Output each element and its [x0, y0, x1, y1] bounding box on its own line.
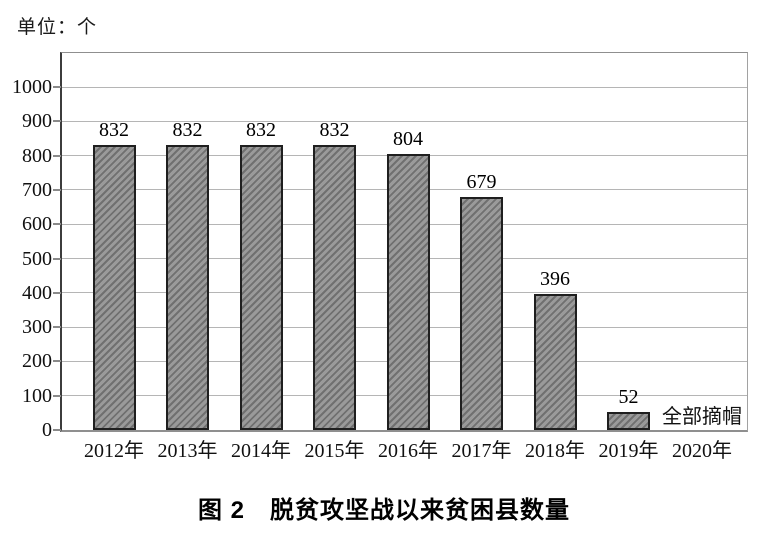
- y-axis-tick: [53, 120, 61, 123]
- y-axis-tick: [53, 291, 61, 294]
- y-tick-label: 200: [22, 350, 52, 373]
- y-tick-label: 100: [22, 384, 52, 407]
- bar: [460, 197, 503, 430]
- y-tick-label: 1000: [12, 76, 52, 98]
- bar-value-label: 832: [99, 119, 129, 141]
- y-axis-tick: [53, 257, 61, 260]
- y-axis-tick: [53, 394, 61, 397]
- y-axis-tick: [53, 223, 61, 226]
- chart-caption: 图 2 脱贫攻坚战以来贫困县数量: [197, 497, 570, 524]
- bar-chart-plot-area: 0 100 200 300 400 500 600 700 800 900 1000 832 2012年…: [12, 52, 748, 461]
- bar-value-label: 832: [319, 119, 350, 141]
- x-tick-label: 2014年: [231, 440, 291, 462]
- y-tick-label: 800: [22, 144, 52, 167]
- bar: [92, 145, 136, 430]
- unit-label: 单位：个: [17, 17, 98, 38]
- y-axis-tick: [53, 360, 61, 363]
- y-axis-tick: [53, 188, 61, 191]
- x-tick-label: 2012年: [84, 440, 144, 462]
- gridline: [62, 120, 747, 122]
- x-tick-label: 2018年: [525, 440, 585, 462]
- bar: [239, 145, 283, 430]
- y-tick-label: 300: [22, 316, 52, 339]
- bar-value-label: 679: [466, 171, 497, 193]
- y-tick-label: 900: [22, 110, 52, 133]
- y-tick-label: 500: [22, 247, 52, 270]
- bar-value-label: 804: [393, 128, 423, 150]
- bar-value-label: 396: [540, 268, 570, 290]
- x-tick-label: 2017年: [451, 440, 512, 462]
- x-tick-label: 2019年: [598, 440, 659, 462]
- y-axis-tick: [53, 429, 61, 431]
- y-tick-label: 0: [42, 419, 52, 441]
- bar: [313, 145, 356, 430]
- x-tick-label: 2015年: [304, 440, 365, 462]
- y-axis-tick: [53, 154, 61, 157]
- x-tick-label: 2020年: [672, 440, 732, 462]
- y-axis-tick: [53, 326, 61, 329]
- bar-value-label: 832: [246, 119, 276, 141]
- bar: [533, 294, 577, 430]
- y-axis-tick: [53, 86, 61, 88]
- bar-value-label: 832: [172, 119, 203, 141]
- gridline: [62, 86, 747, 88]
- x-tick-label: 2013年: [157, 440, 218, 462]
- bar: [607, 412, 650, 430]
- y-tick-label: 600: [22, 213, 52, 236]
- y-tick-label: 700: [22, 178, 52, 201]
- bar: [386, 154, 430, 430]
- x-tick-label: 2016年: [378, 440, 438, 462]
- bar: [166, 145, 209, 430]
- bar-value-label: 52: [618, 386, 639, 408]
- y-tick-label: 400: [22, 281, 52, 304]
- annotation-label: 全部摘帽: [662, 406, 742, 428]
